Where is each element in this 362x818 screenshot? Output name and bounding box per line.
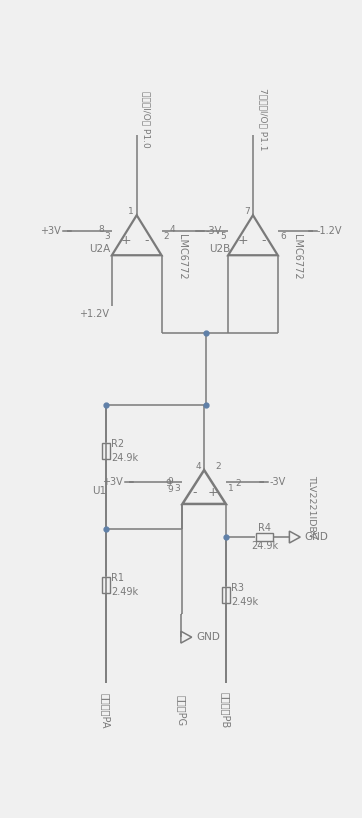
Text: -3V: -3V <box>270 478 286 488</box>
Text: 7单片机I/O口 P1.1: 7单片机I/O口 P1.1 <box>258 88 268 151</box>
Text: +: + <box>208 486 219 499</box>
Text: 测量电极PB: 测量电极PB <box>221 692 231 729</box>
Bar <box>222 587 230 603</box>
Text: 3: 3 <box>174 484 180 493</box>
Text: +3V: +3V <box>40 226 61 236</box>
Text: 9: 9 <box>167 477 173 486</box>
Text: 2.49k: 2.49k <box>231 597 258 607</box>
Text: U1: U1 <box>92 486 106 496</box>
Text: LMC6772: LMC6772 <box>177 234 187 280</box>
Text: 24.9k: 24.9k <box>251 542 278 551</box>
Text: TLV2221IDBV: TLV2221IDBV <box>307 474 316 537</box>
Text: LMC6772: LMC6772 <box>292 234 302 280</box>
Text: -1.2V: -1.2V <box>316 226 342 236</box>
Text: 5: 5 <box>220 232 226 241</box>
Text: -3V: -3V <box>206 226 222 236</box>
Text: R3: R3 <box>231 583 244 593</box>
Text: +3V: +3V <box>102 478 123 488</box>
Text: 9: 9 <box>167 485 173 494</box>
Text: 1: 1 <box>128 207 134 216</box>
Text: 2.49k: 2.49k <box>111 587 138 596</box>
Text: 单片机I/O口 P1.0: 单片机I/O口 P1.0 <box>142 92 151 148</box>
Text: 测量电极PA: 测量电极PA <box>101 693 111 728</box>
Text: GND: GND <box>304 532 328 542</box>
Text: GND: GND <box>196 632 220 642</box>
Text: 地电极PG: 地电极PG <box>176 694 186 726</box>
Text: 9: 9 <box>166 479 172 488</box>
Text: +: + <box>121 234 132 247</box>
Text: 2: 2 <box>235 479 241 488</box>
Text: 4: 4 <box>169 225 175 234</box>
Text: 1: 1 <box>228 484 234 493</box>
Text: U2A: U2A <box>89 244 110 254</box>
Text: 24.9k: 24.9k <box>111 452 138 463</box>
Text: 2: 2 <box>215 461 220 470</box>
Text: -: - <box>193 486 197 499</box>
Text: 6: 6 <box>280 232 286 241</box>
Text: +: + <box>237 234 248 247</box>
Text: -: - <box>261 234 266 247</box>
Bar <box>102 578 110 592</box>
Bar <box>102 443 110 459</box>
Text: U2B: U2B <box>210 244 231 254</box>
Text: 8: 8 <box>98 225 104 234</box>
Text: R4: R4 <box>258 523 271 533</box>
Text: R1: R1 <box>111 573 124 583</box>
Text: -: - <box>145 234 150 247</box>
Text: +1.2V: +1.2V <box>79 308 109 319</box>
Bar <box>256 533 273 541</box>
Text: R2: R2 <box>111 439 124 449</box>
Text: 3: 3 <box>104 232 110 241</box>
Text: 2: 2 <box>164 232 169 241</box>
Text: 7: 7 <box>244 207 250 216</box>
Text: 4: 4 <box>195 461 201 470</box>
